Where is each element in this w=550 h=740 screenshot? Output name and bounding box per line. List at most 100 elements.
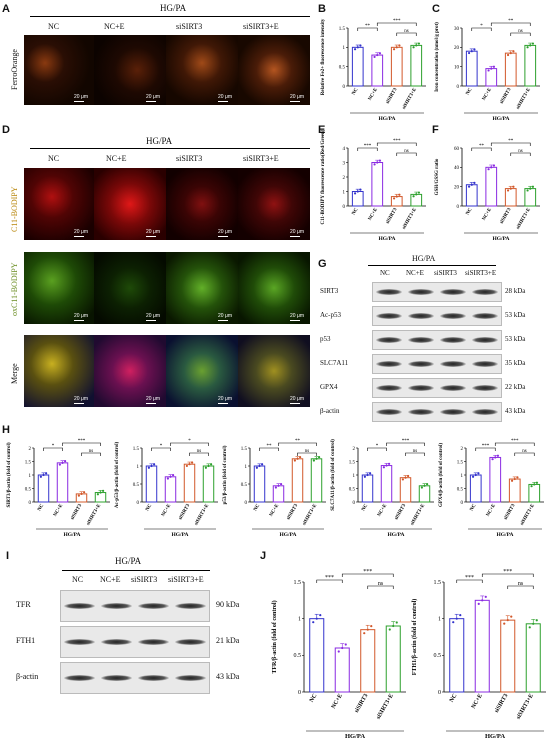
- blot-strip: [372, 402, 502, 422]
- significance-label: ns: [404, 149, 409, 154]
- data-point: [315, 457, 318, 460]
- data-point: [506, 189, 510, 192]
- hg-pa-label-i: HG/PA: [115, 556, 142, 566]
- hg-pa-line-g: [368, 265, 496, 266]
- significance-label: ns: [378, 581, 384, 587]
- significance-bracket: [510, 32, 531, 36]
- y-tick-label: 1.5: [434, 580, 442, 586]
- data-point: [188, 463, 191, 466]
- y-tick-label: 0.5: [241, 483, 248, 488]
- significance-label: ns: [305, 449, 310, 454]
- y-tick-label: 2: [29, 447, 32, 452]
- chart-e: C11-BODIPY fluorescence ratio(Red/Green)…: [321, 130, 426, 242]
- stain-label-oxc11: oxC11-BODIPY: [10, 262, 19, 316]
- data-point: [531, 185, 535, 188]
- scale-bar: 20 μm: [290, 396, 304, 402]
- significance-label: *: [376, 444, 379, 449]
- data-point: [530, 485, 533, 488]
- panel-label-h: H: [2, 424, 10, 436]
- blot-strip: [60, 590, 210, 622]
- data-point: [510, 615, 513, 618]
- x-tick-label: siSIRT3: [494, 693, 510, 714]
- data-point: [102, 489, 105, 492]
- bar: [390, 196, 403, 207]
- micrograph-a-sisirt3: 20 μm: [166, 35, 238, 105]
- x-tick-label: siSIRT3: [499, 207, 512, 225]
- y-tick-label: 1: [343, 190, 346, 195]
- data-point: [490, 67, 493, 70]
- blot-kda-label: 43 kDa: [216, 672, 240, 681]
- y-tick-label: 0.5: [294, 653, 302, 659]
- data-point: [366, 473, 369, 477]
- hg-pa-label-g: HG/PA: [412, 254, 436, 263]
- group-label-a-nce: NC+E: [104, 22, 125, 31]
- significance-label: **: [295, 439, 301, 444]
- micrograph-d-green-nc: 20 μm: [24, 252, 94, 324]
- data-point: [169, 475, 172, 478]
- data-point: [96, 493, 99, 496]
- scale-bar: 20 μm: [218, 229, 232, 235]
- data-point: [491, 458, 494, 461]
- significance-bracket: [278, 442, 317, 446]
- data-point: [318, 455, 321, 459]
- blot-band: [138, 639, 169, 645]
- data-point: [395, 46, 398, 49]
- data-point: [319, 614, 322, 617]
- y-tick-label: 1: [353, 474, 356, 479]
- blot-band: [408, 289, 434, 295]
- y-tick-label: 1.5: [241, 447, 248, 452]
- data-point: [470, 183, 473, 186]
- data-point: [423, 484, 426, 487]
- data-point: [395, 195, 398, 198]
- micrograph-d-red-sisirt3e: 20 μm: [238, 168, 310, 240]
- blot-band: [376, 313, 402, 319]
- x-tick-label: NC+E: [471, 693, 484, 710]
- significance-label: ns: [518, 29, 523, 34]
- data-point: [417, 42, 421, 45]
- significance-bracket: [316, 579, 343, 583]
- group-label-i-sisirt3: siSIRT3: [131, 575, 158, 584]
- blot-band: [64, 639, 95, 645]
- significance-label: **: [365, 24, 371, 29]
- y-tick-label: 0.5: [133, 483, 140, 488]
- data-point: [492, 65, 496, 68]
- data-point: [401, 478, 404, 481]
- bar: [469, 474, 482, 503]
- bar: [272, 485, 285, 503]
- y-tick-label: 2: [461, 447, 464, 452]
- chart-h-gpx4: GPX4/β-actin (fold of control) 0 0.5 1 1.5 2 N…: [439, 439, 544, 538]
- y-tick-label: 1.5: [349, 460, 356, 465]
- panel-label-j: J: [260, 550, 267, 562]
- blot-band: [440, 289, 466, 295]
- chart-c: Iron concentration (nmol/g prot) 0 10 20 30 N…: [435, 19, 540, 122]
- data-point: [503, 622, 506, 625]
- micrograph-d-green-sisirt3: 20 μm: [166, 252, 238, 324]
- data-point: [42, 473, 45, 477]
- y-tick-label: 0: [457, 205, 460, 210]
- panel-label-c: C: [432, 3, 440, 15]
- data-point: [299, 455, 302, 459]
- significance-label: *: [188, 439, 191, 444]
- x-tick-label: siSIRT3+E: [194, 503, 210, 526]
- x-axis-label: HG/PA: [387, 532, 404, 538]
- blot-band: [376, 337, 402, 343]
- data-point: [490, 166, 493, 169]
- y-axis-label: Ac-p53/β-actin (fold of control): [115, 442, 120, 509]
- y-tick-label: 0: [461, 501, 464, 506]
- x-tick-label: NC: [253, 503, 261, 512]
- group-label-g-nc: NC: [380, 269, 390, 277]
- data-point: [344, 643, 347, 646]
- chart-h-acp53: Ac-p53/β-actin (fold of control) 0 0.5 1 1.5…: [115, 439, 218, 538]
- data-point: [378, 159, 382, 162]
- scale-bar: 20 μm: [74, 229, 88, 235]
- data-point: [378, 52, 382, 55]
- significance-bracket: [471, 147, 492, 151]
- bar: [360, 629, 376, 693]
- data-point: [395, 621, 398, 624]
- x-axis-label: HG/PA: [378, 116, 395, 122]
- bar: [37, 474, 50, 503]
- y-tick-label: 1.5: [339, 27, 346, 32]
- significance-label: *: [52, 444, 55, 449]
- y-tick-label: 2: [343, 176, 346, 181]
- data-point: [191, 461, 194, 464]
